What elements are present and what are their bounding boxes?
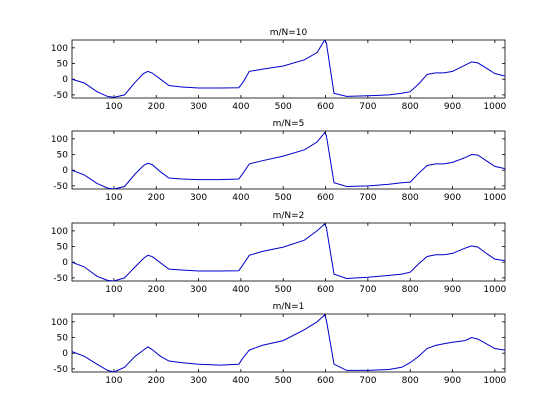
x-tick-label: 700: [359, 285, 376, 295]
series-line-1: [72, 131, 505, 189]
x-tick-label: 200: [148, 102, 165, 112]
x-tick-label: 200: [148, 285, 165, 295]
y-tick-label: -50: [53, 182, 68, 192]
subplot-title: m/N=5: [273, 119, 305, 129]
x-tick-label: 600: [317, 102, 334, 112]
subplot-3: m/N=2 100 200 300 400 500 600 700 800 900 1000 -50 0…: [51, 211, 507, 295]
subplot-2: m/N=5 100 200 300 400 500 600 700 800 900 1000 -50 0…: [51, 119, 507, 203]
x-tick-label: 500: [275, 285, 292, 295]
series-line-1: [72, 314, 505, 372]
subplot-4: m/N=1 100 200 300 400 500 600 700 800 900 1000 -50 0…: [51, 302, 507, 386]
x-tick-label: 300: [190, 102, 207, 112]
y-tick-label: -50: [53, 91, 68, 101]
x-tick-label: 1000: [483, 285, 506, 295]
x-tick-label: 900: [444, 102, 461, 112]
axes-frame: [71, 39, 506, 99]
x-tick-label: 100: [105, 376, 122, 386]
y-tick-label: -50: [53, 365, 68, 375]
x-tick-label: 300: [190, 376, 207, 386]
x-tick-label: 1000: [483, 376, 506, 386]
subplot-title: m/N=2: [273, 211, 305, 221]
x-tick-label: 700: [359, 193, 376, 203]
x-tick-label: 1000: [483, 193, 506, 203]
y-tick-label: 0: [62, 258, 68, 268]
x-tick-label: 600: [317, 285, 334, 295]
y-tick-label: 50: [57, 243, 69, 253]
x-tick-label: 500: [275, 102, 292, 112]
x-tick-label: 1000: [483, 102, 506, 112]
x-tick-label: 700: [359, 376, 376, 386]
x-tick-label: 200: [148, 193, 165, 203]
x-tick-label: 500: [275, 193, 292, 203]
x-tick-label: 500: [275, 376, 292, 386]
x-tick-label: 900: [444, 193, 461, 203]
series-line-1: [72, 40, 505, 98]
y-tick-label: 0: [62, 75, 68, 85]
y-tick-label: 50: [57, 151, 69, 161]
y-tick-label: 50: [57, 334, 69, 344]
x-tick-label: 300: [190, 193, 207, 203]
x-tick-label: 700: [359, 102, 376, 112]
y-tick-label: 50: [57, 60, 69, 70]
x-tick-label: 900: [444, 376, 461, 386]
x-tick-label: 600: [317, 193, 334, 203]
x-tick-label: 300: [190, 285, 207, 295]
axes-frame: [71, 313, 506, 373]
x-tick-label: 400: [232, 102, 249, 112]
y-tick-label: 100: [51, 318, 68, 328]
axes-frame: [71, 222, 506, 282]
x-tick-label: 800: [402, 376, 419, 386]
y-tick-label: 0: [62, 166, 68, 176]
x-tick-label: 400: [232, 193, 249, 203]
y-tick-label: 0: [62, 349, 68, 359]
x-tick-label: 100: [105, 102, 122, 112]
y-tick-label: 100: [51, 135, 68, 145]
x-tick-label: 400: [232, 285, 249, 295]
series-line-1: [72, 223, 505, 281]
y-tick-label: 100: [51, 44, 68, 54]
x-tick-label: 900: [444, 285, 461, 295]
x-tick-label: 200: [148, 376, 165, 386]
subplot-title: m/N=1: [273, 302, 305, 312]
x-tick-label: 100: [105, 285, 122, 295]
y-tick-label: -50: [53, 274, 68, 284]
x-tick-label: 800: [402, 102, 419, 112]
y-tick-label: 100: [51, 227, 68, 237]
x-tick-label: 400: [232, 376, 249, 386]
x-tick-label: 800: [402, 285, 419, 295]
subplot-title: m/N=10: [270, 28, 308, 38]
x-tick-label: 800: [402, 193, 419, 203]
x-tick-label: 600: [317, 376, 334, 386]
axes-frame: [71, 130, 506, 190]
x-tick-label: 100: [105, 193, 122, 203]
